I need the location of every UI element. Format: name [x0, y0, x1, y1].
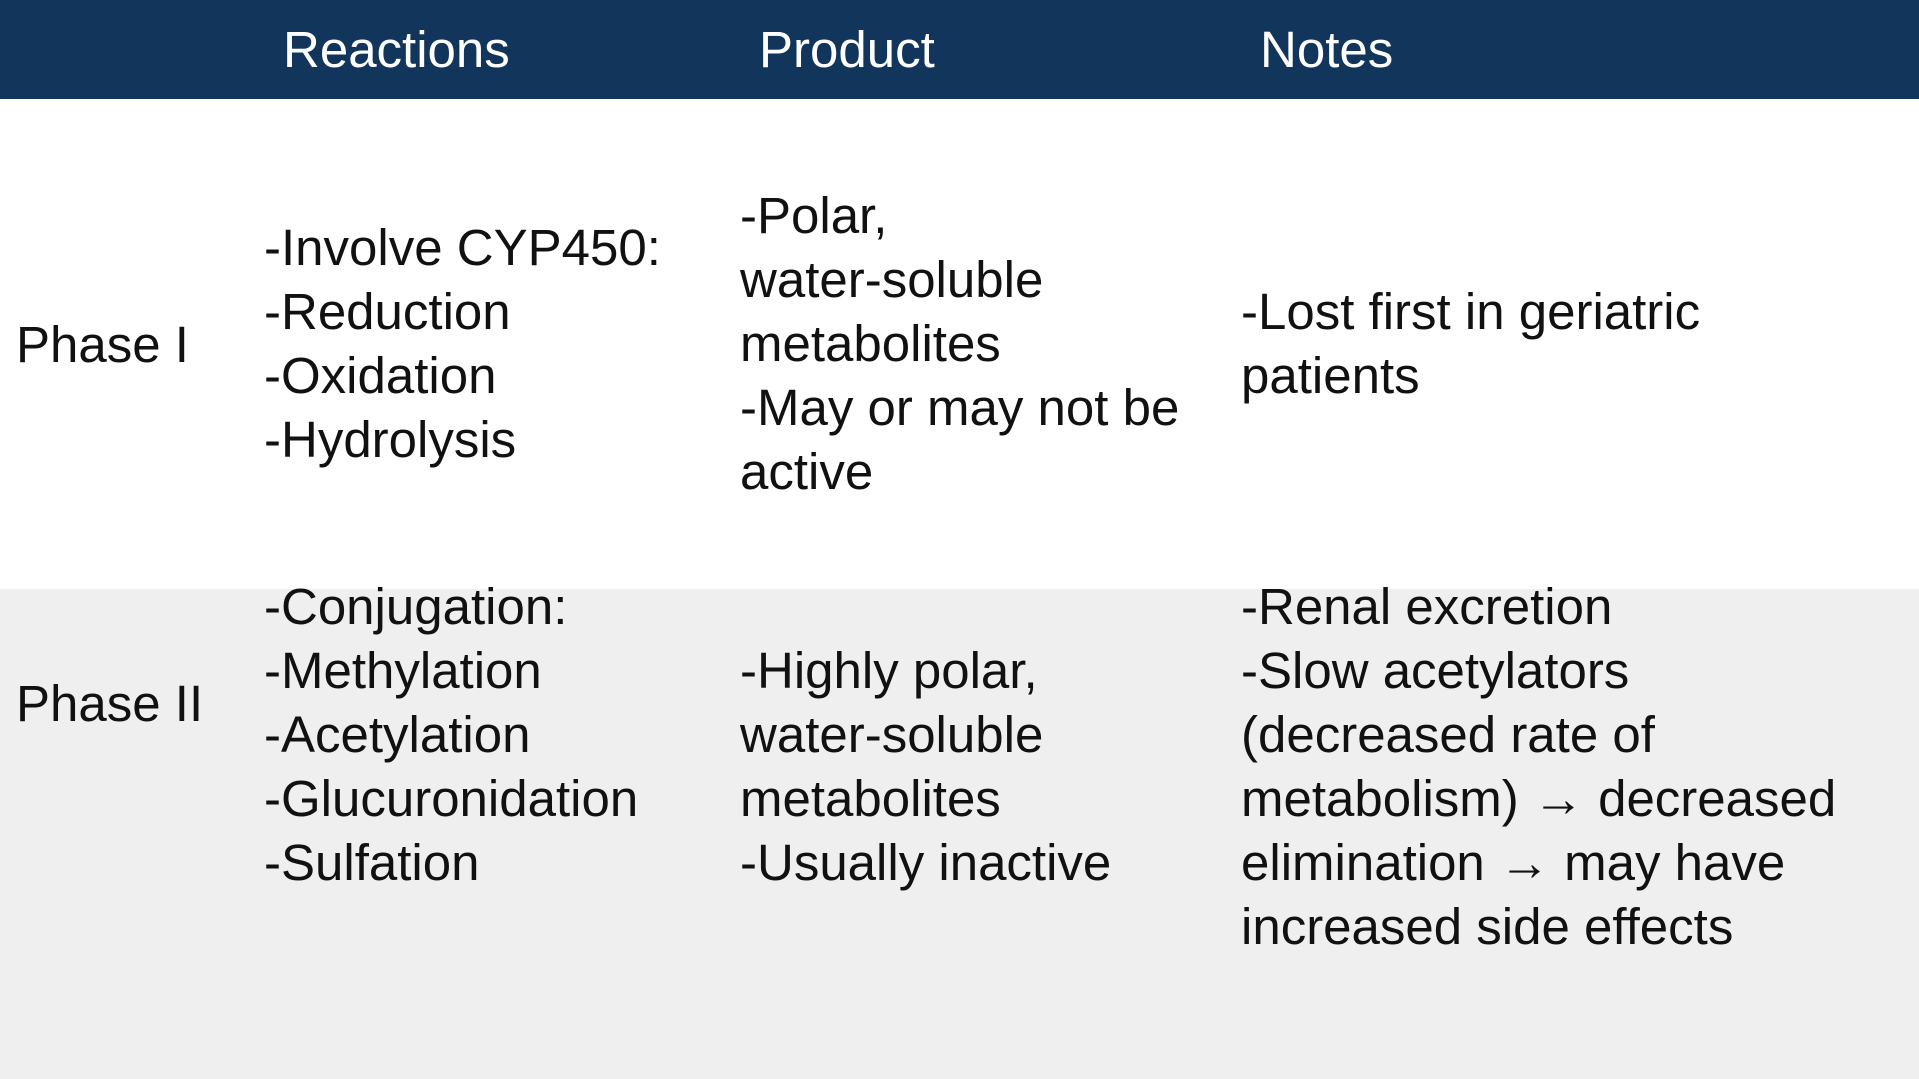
- table-row-phase-2: Phase II -Conjugation: -Methylation -Ace…: [0, 578, 1919, 1079]
- list-item: (decreased rate of: [1241, 706, 1655, 763]
- list-item: -Renal excretion: [1241, 578, 1613, 635]
- list-item: -Usually inactive: [740, 834, 1112, 891]
- column-header-product: Product: [759, 21, 935, 78]
- list-item: -Polar,: [740, 187, 888, 244]
- cell-product-phase-2: -Highly polar, water-soluble metabolites…: [740, 639, 1111, 895]
- list-item: -Glucuronidation: [264, 770, 639, 827]
- list-item: -Slow acetylators: [1241, 642, 1630, 699]
- list-item: -Reduction: [264, 283, 511, 340]
- list-item: -Conjugation:: [264, 578, 568, 635]
- list-item: water-soluble: [740, 251, 1044, 308]
- list-item: -Hydrolysis: [264, 411, 517, 468]
- list-item: metabolites: [740, 315, 1001, 372]
- table-row-phase-1: Phase I -Involve CYP450: -Reduction -Oxi…: [0, 99, 1919, 589]
- cell-product-phase-1: -Polar, water-soluble metabolites -May o…: [740, 184, 1179, 504]
- list-item: -Highly polar,: [740, 642, 1038, 699]
- table-header: Reactions Product Notes: [0, 0, 1919, 99]
- list-item: -Involve CYP450:: [264, 219, 661, 276]
- column-header-reactions: Reactions: [283, 21, 510, 78]
- column-header-notes: Notes: [1260, 21, 1394, 78]
- list-item: elimination → may have: [1241, 834, 1786, 891]
- cell-notes-phase-2: -Renal excretion -Slow acetylators (decr…: [1241, 575, 1836, 959]
- list-item: -Sulfation: [264, 834, 480, 891]
- list-item: active: [740, 443, 874, 500]
- list-item: -Methylation: [264, 642, 542, 699]
- row-label-phase-1: Phase I: [16, 316, 189, 373]
- list-item: -May or may not be: [740, 379, 1180, 436]
- list-item: -Oxidation: [264, 347, 497, 404]
- row-label-phase-2: Phase II: [16, 675, 204, 732]
- cell-reactions-phase-1: -Involve CYP450: -Reduction -Oxidation -…: [264, 216, 661, 472]
- cell-reactions-phase-2: -Conjugation: -Methylation -Acetylation …: [264, 575, 638, 895]
- list-item: metabolism) → decreased: [1241, 770, 1837, 827]
- list-item: metabolites: [740, 770, 1001, 827]
- list-item: -Acetylation: [264, 706, 531, 763]
- list-item: patients: [1241, 347, 1420, 404]
- list-item: water-soluble: [740, 706, 1044, 763]
- list-item: -Lost first in geriatric: [1241, 283, 1701, 340]
- list-item: increased side effects: [1241, 898, 1734, 955]
- cell-notes-phase-1: -Lost first in geriatric patients: [1241, 280, 1700, 408]
